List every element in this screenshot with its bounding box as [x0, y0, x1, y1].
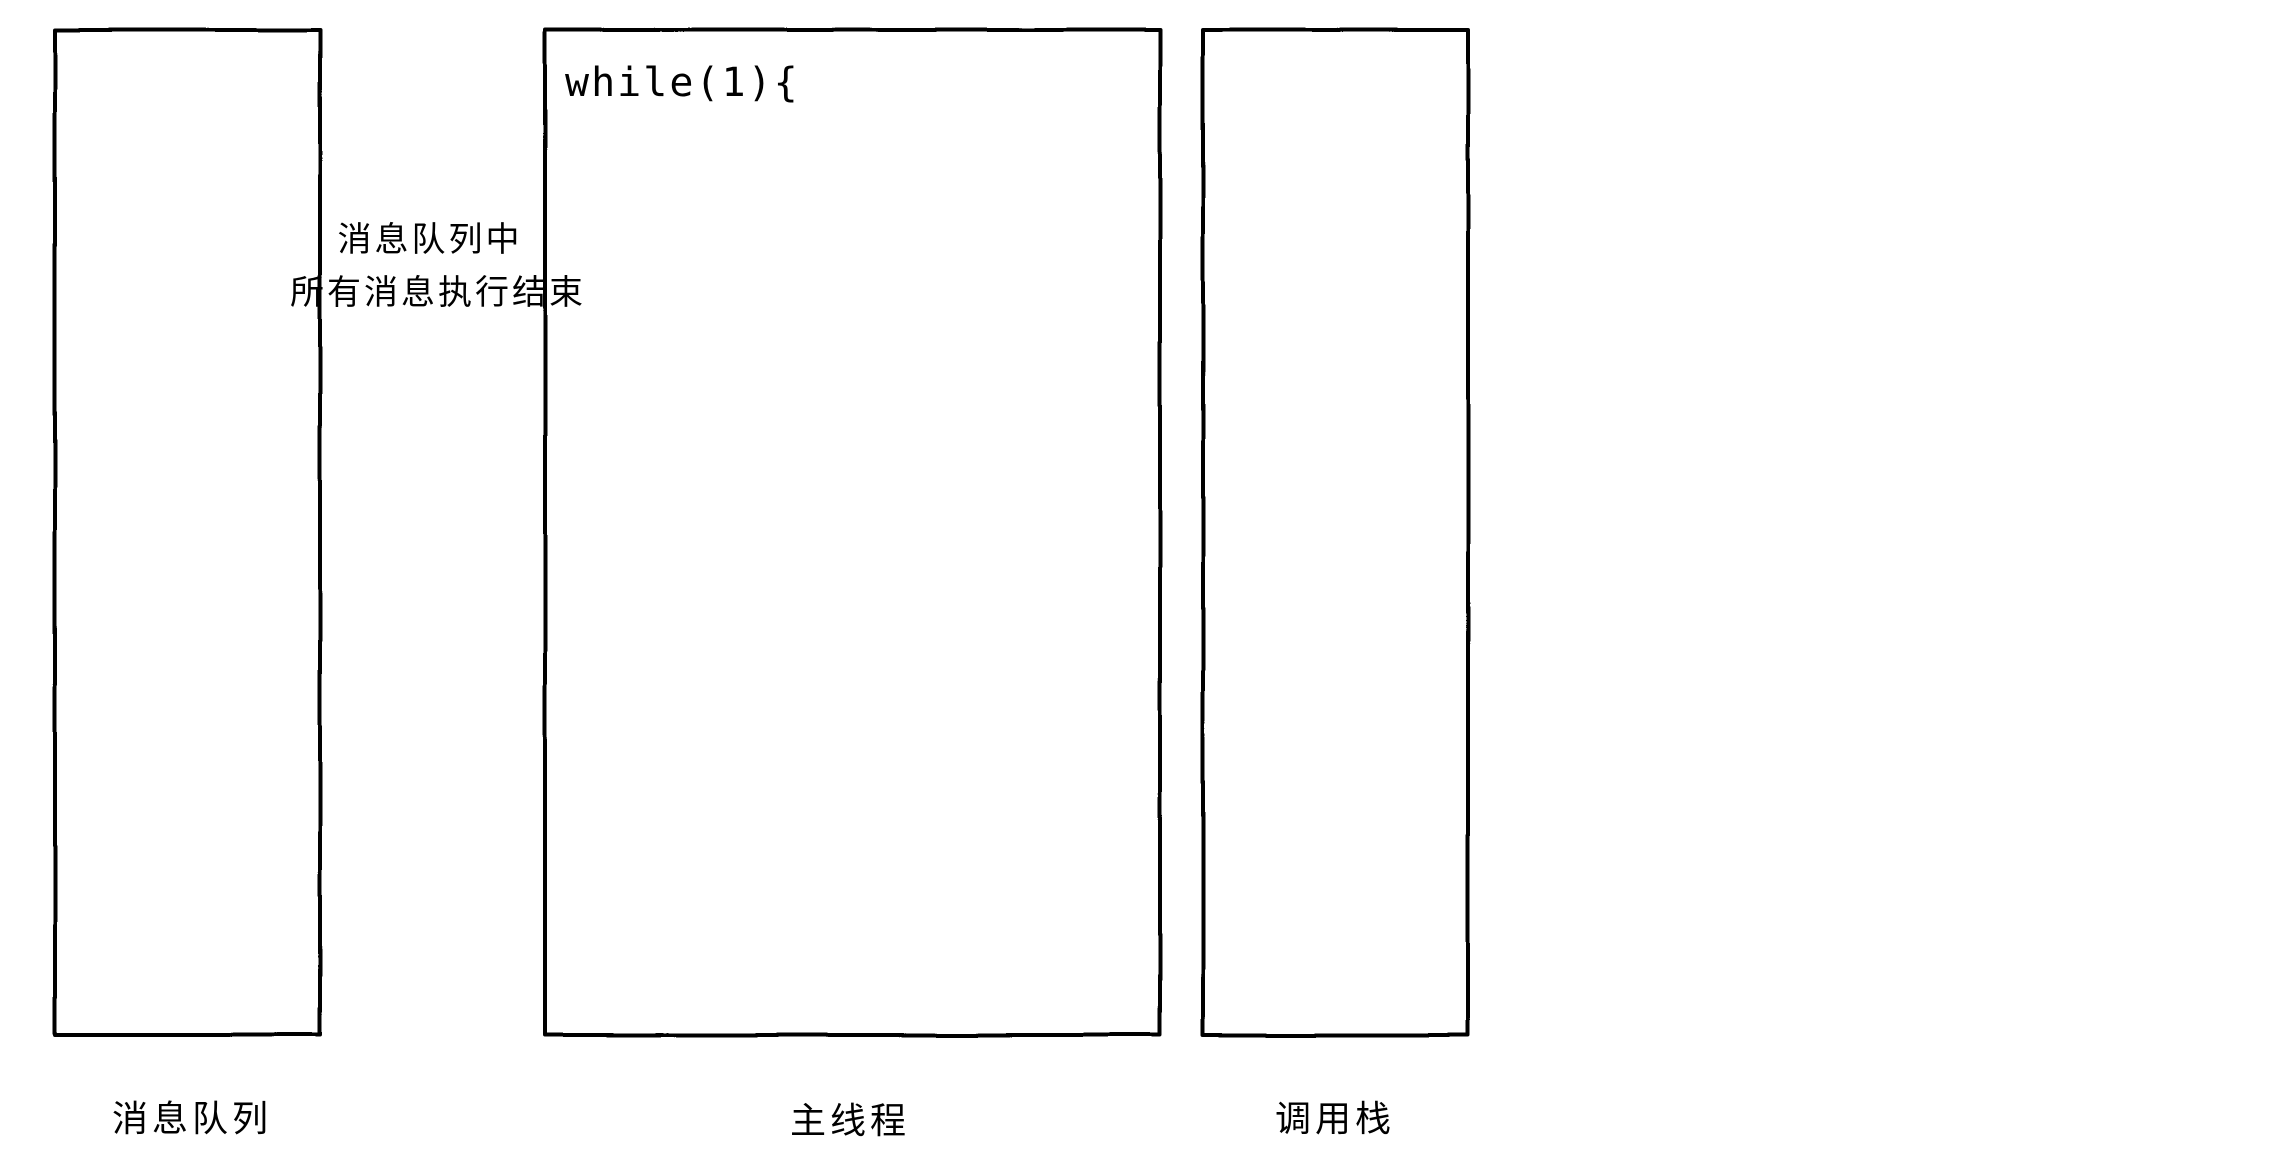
main-thread-label: 主线程: [790, 1092, 910, 1144]
connector-arrow-label-line2: 所有消息执行结束: [290, 274, 586, 312]
diagram-canvas: [0, 0, 2284, 1171]
call-stack-label: 调用栈: [1275, 1090, 1395, 1142]
call-stack-box: [1203, 30, 1468, 1035]
message-queue-label: 消息队列: [112, 1090, 272, 1142]
main-thread-code: while(1){: [565, 60, 800, 106]
main-thread-box: [545, 30, 1160, 1035]
message-queue-box: [55, 30, 320, 1035]
connector-arrow-label-line1: 消息队列中: [338, 221, 523, 259]
connector-arrow-label: 消息队列中 所有消息执行结束: [290, 214, 570, 319]
